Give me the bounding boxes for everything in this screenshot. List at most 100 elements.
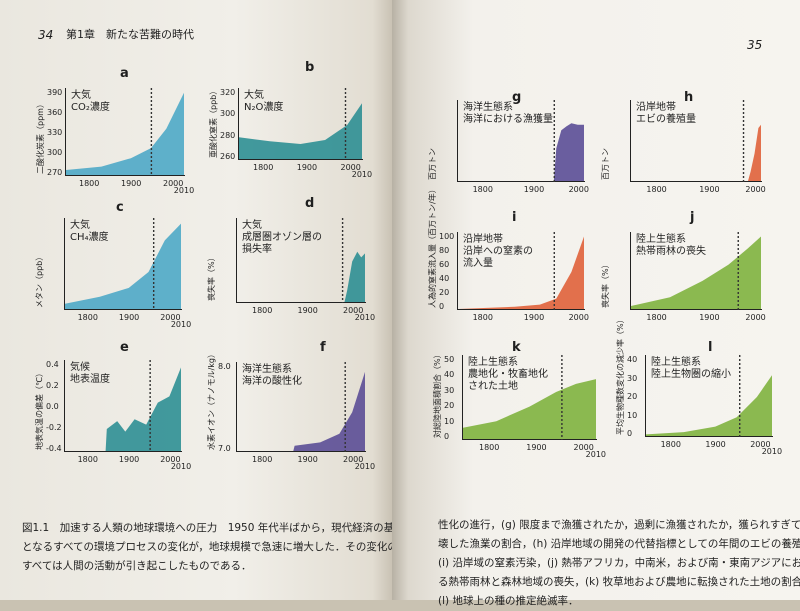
panel-xtick: 2000 — [573, 443, 594, 452]
panel-xtick: 1900 — [699, 313, 720, 322]
panel-xtick: 2000 — [343, 455, 364, 464]
panel-title-k: 陸上生態系 農地化・牧畜地化 された土地 — [468, 357, 548, 392]
panel-xtick: 1800 — [252, 306, 273, 315]
panel-plot-l — [645, 355, 773, 437]
page-number: 34 — [38, 28, 54, 42]
panel-xtick: 1900 — [705, 440, 726, 449]
panel-letter-e: e — [120, 340, 129, 355]
panel-ytick: 40 — [439, 274, 450, 283]
text-line: る熱帯雨林と森林地域の喪失，(k) 牧草地および農地に転換された土地の割合， — [438, 576, 800, 588]
panel-letter-j: j — [690, 210, 695, 225]
text-line: (l) 地球上の種の推定絶滅率． — [438, 595, 579, 607]
panel-xtick: 1900 — [297, 306, 318, 315]
panel-ylabel-f: 水素イオン（ナノモル/kg） — [207, 349, 216, 450]
panel-axis — [630, 232, 762, 310]
panel-ylabel-a: 二酸化炭素（ppm） — [36, 100, 45, 174]
panel-area-f — [237, 371, 365, 451]
panel-xtick: 2000 — [160, 313, 181, 322]
caption-line: すべては人間の活動が引き起こしたものである． — [22, 560, 252, 572]
panel-letter-b: b — [305, 60, 315, 75]
panel-title-f: 海洋生態系 海洋の酸性化 — [242, 364, 302, 387]
panel-letter-a: a — [120, 66, 129, 81]
panel-ylabel-j: 喪失率（%） — [601, 260, 610, 308]
panel-ytick: 270 — [47, 168, 63, 177]
panel-xtick: 2000 — [160, 455, 181, 464]
panel-axis — [645, 355, 773, 437]
panel-xtick: 2000 — [745, 313, 766, 322]
panel-xtick: 1900 — [523, 313, 545, 322]
panel-ytick: 30 — [444, 385, 455, 395]
panel-plot-j — [630, 232, 762, 310]
panel-ytick: 20 — [627, 392, 638, 401]
panel-area-b — [239, 103, 362, 159]
panel-axis — [236, 362, 366, 452]
panel-letter-g: g — [512, 90, 522, 105]
text-line: 性化の進行，(g) 限度まで漁獲されたか，過剰に漁獲されたか，獲られすぎて崩 — [438, 519, 800, 531]
panel-xtick: 1800 — [479, 443, 500, 452]
panel-xtick: 1800 — [472, 313, 493, 322]
panel-plot-a — [65, 88, 185, 176]
panel-area-a — [66, 92, 184, 175]
panel-ylabel-k: 対総陸地面積割合（%） — [433, 350, 442, 438]
caption-line: 図1.1 加速する人類の地球環境への圧力 1950 年代半ばから，現代経済の基盤 — [22, 522, 392, 534]
panel-axis — [236, 218, 366, 303]
panel-ylabel-g: 百万トン — [428, 148, 437, 180]
panel-xtick: 2010 — [585, 450, 606, 459]
panel-axis — [65, 88, 185, 176]
panel-xtick: 2000 — [163, 179, 184, 188]
panel-xtick: 1800 — [77, 455, 98, 464]
figure-caption: 図1.1 加速する人類の地球環境への圧力 1950 年代半ばから，現代経済の基盤… — [22, 519, 392, 576]
panel-area-e — [65, 367, 181, 451]
panel-ytick: 60 — [439, 260, 450, 269]
panel-ytick: 7.0 — [218, 444, 231, 453]
panel-title-j: 陸上生態系 熱帯雨林の喪失 — [636, 234, 706, 257]
panel-ylabel-e: 地表気温の偏差（℃） — [35, 369, 44, 450]
panel-ytick: 320 — [220, 88, 236, 97]
panel-plot-f — [236, 362, 366, 452]
panel-xtick: 1900 — [118, 455, 140, 464]
panel-ytick: 50 — [444, 355, 455, 364]
panel-xtick: 1900 — [296, 163, 318, 172]
panel-ytick: 100 — [439, 232, 455, 241]
page-number: 35 — [747, 38, 763, 52]
panel-axis — [457, 100, 585, 182]
panel-ylabel-i: 人為的窒素流入量（百万トン/年） — [428, 185, 437, 308]
panel-axis — [462, 355, 597, 440]
panel-letter-l: l — [708, 340, 713, 355]
panel-xtick: 2000 — [340, 163, 361, 172]
panel-xtick: 1900 — [118, 313, 140, 322]
panel-area-k — [463, 379, 596, 439]
panel-area-h — [631, 124, 761, 181]
panel-ytick: 0 — [444, 432, 450, 441]
panel-xtick: 2010 — [351, 170, 373, 179]
panel-letter-d: d — [305, 196, 315, 211]
panel-axis — [457, 232, 585, 310]
panel-xtick: 2000 — [568, 313, 589, 322]
panel-ytick: 260 — [220, 152, 236, 161]
panel-area-c — [65, 223, 181, 309]
panel-xtick: 2010 — [761, 447, 783, 456]
panel-xtick: 1900 — [526, 443, 547, 452]
panel-axis — [64, 360, 182, 452]
panel-xtick: 2000 — [750, 440, 771, 449]
panel-letter-i: i — [512, 210, 517, 225]
caption-line: となるすべての環境プロセスの変化が，地球規模で急速に増大した．その変化の — [22, 541, 392, 553]
panel-axis — [630, 100, 762, 182]
panel-title-i: 沿岸地帯 沿岸への窒素の 流入量 — [463, 234, 533, 269]
panel-xtick: 1800 — [646, 185, 667, 194]
text-line: (i) 沿岸域の窒素汚染，(j) 熱帯アフリカ，中南米，および南・東南アジアにお… — [438, 557, 800, 569]
panel-area-l — [646, 375, 772, 436]
panel-xtick: 2000 — [568, 185, 589, 194]
panel-axis — [238, 88, 363, 160]
panel-xtick: 2000 — [343, 306, 364, 315]
panel-ytick: 0 — [439, 302, 445, 311]
panel-title-g: 海洋生態系 海洋における漁獲量 — [463, 102, 553, 125]
panel-xtick: 1900 — [297, 455, 318, 464]
panel-letter-k: k — [512, 340, 521, 355]
panel-ylabel-h: 百万トン — [601, 148, 610, 180]
panel-xtick: 1800 — [79, 179, 100, 188]
panel-xtick: 2000 — [745, 185, 766, 194]
panel-ytick: 0.4 — [46, 360, 59, 369]
panel-plot-e — [64, 360, 182, 452]
panel-title-d: 大気 成層圏オゾン層の 損失率 — [242, 220, 322, 255]
